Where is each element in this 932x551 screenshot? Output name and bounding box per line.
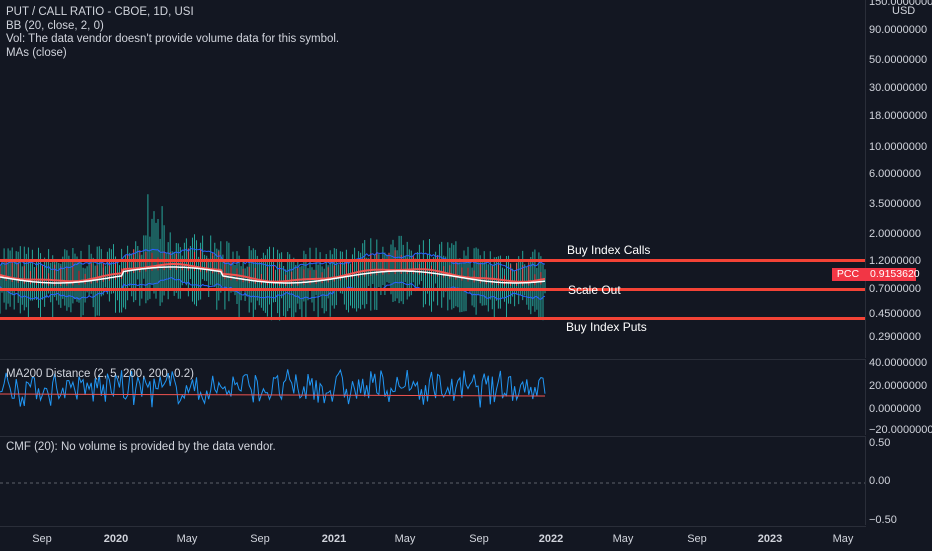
buy-puts-level-line[interactable]: [0, 317, 866, 320]
time-label: May: [394, 533, 416, 545]
cmf-label[interactable]: CMF (20): No volume is provided by the d…: [6, 441, 276, 453]
time-label: Sep: [32, 533, 52, 545]
ma200-distance-line: [0, 368, 546, 408]
bollinger-upper: [0, 248, 546, 272]
symbol-title[interactable]: PUT / CALL RATIO - CBOE, 1D, USI: [6, 6, 194, 18]
scale-out-level-line[interactable]: [0, 288, 866, 291]
price-tag-value: 0.9153620: [870, 268, 920, 280]
time-label: Sep: [469, 533, 489, 545]
time-label: Sep: [250, 533, 270, 545]
time-label: May: [176, 533, 198, 545]
volume-indicator-label[interactable]: Vol: The data vendor doesn't provide vol…: [6, 33, 340, 45]
cmf-canvas[interactable]: [0, 437, 866, 526]
bollinger-lower: [0, 277, 546, 301]
axis-tick: 40.0000000: [869, 357, 928, 369]
moving-average-red: [0, 263, 546, 283]
time-label: 2020: [103, 533, 129, 545]
main-chart-pane[interactable]: PUT / CALL RATIO - CBOE, 1D, USI BB (20,…: [0, 0, 866, 358]
time-axis[interactable]: Sep 2020 May Sep 2021 May Sep 2022 May S…: [0, 526, 866, 551]
ma200-signal-line: [0, 393, 546, 397]
cmf-pane[interactable]: CMF (20): No volume is provided by the d…: [0, 436, 866, 526]
bb-indicator-label[interactable]: BB (20, close, 2, 0): [6, 19, 104, 32]
axis-tick: 30.0000000: [869, 82, 928, 94]
axis-tick: −0.50: [869, 514, 897, 526]
axis-tick: 2.0000000: [869, 228, 921, 240]
moving-average-white: [0, 266, 546, 284]
axis-tick: 18.0000000: [869, 110, 928, 122]
price-series: [0, 194, 546, 321]
axis-tick: 10.0000000: [869, 141, 928, 153]
time-label: 2022: [538, 533, 564, 545]
currency-label: USD: [892, 5, 916, 17]
ma-indicator-label[interactable]: MAs (close): [6, 46, 67, 59]
scale-out-label: Scale Out: [568, 283, 621, 297]
buy-puts-label: Buy Index Puts: [566, 320, 647, 334]
price-tag-symbol: PCC: [836, 268, 860, 280]
oscillator-axis[interactable]: 40.0000000 20.0000000 0.0000000 −20.0000…: [865, 357, 932, 436]
axis-tick: 0.2900000: [869, 331, 921, 343]
axis-tick: 0.50: [869, 437, 891, 449]
main-legend: PUT / CALL RATIO - CBOE, 1D, USI BB (20,…: [6, 6, 339, 60]
axis-tick: 0.4500000: [869, 308, 921, 320]
cmf-axis[interactable]: 0.50 0.00 −0.50: [865, 436, 932, 526]
ma200-distance-label[interactable]: MA200 Distance (2, 5, 200, 200, 0.2): [6, 368, 194, 380]
time-label: May: [612, 533, 634, 545]
axis-tick: 3.5000000: [869, 198, 921, 210]
time-label: 2023: [757, 533, 783, 545]
axis-tick: 90.0000000: [869, 24, 928, 36]
axis-tick: 6.0000000: [869, 168, 921, 180]
axis-tick: −20.0000000: [869, 424, 932, 436]
buy-calls-level-line[interactable]: [0, 259, 866, 262]
time-label: May: [832, 533, 854, 545]
axis-tick: 150.0000000: [869, 0, 932, 8]
ma200-distance-pane[interactable]: MA200 Distance (2, 5, 200, 200, 0.2): [0, 359, 866, 436]
time-label: Sep: [687, 533, 707, 545]
axis-tick: 20.0000000: [869, 380, 928, 392]
axis-tick: 1.2000000: [869, 255, 921, 267]
price-axis[interactable]: 150.0000000 USD 90.0000000 50.0000000 30…: [865, 0, 932, 358]
ma200-distance-canvas[interactable]: [0, 360, 866, 436]
axis-tick: 0.00: [869, 475, 891, 487]
time-label: 2021: [321, 533, 347, 545]
axis-tick: 0.0000000: [869, 403, 921, 415]
price-chart-canvas[interactable]: [0, 0, 866, 358]
buy-calls-label: Buy Index Calls: [567, 243, 651, 257]
current-price-tag: PCC 0.9153620: [832, 268, 920, 281]
axis-tick: 0.7000000: [869, 283, 921, 295]
axis-tick: 50.0000000: [869, 54, 928, 66]
